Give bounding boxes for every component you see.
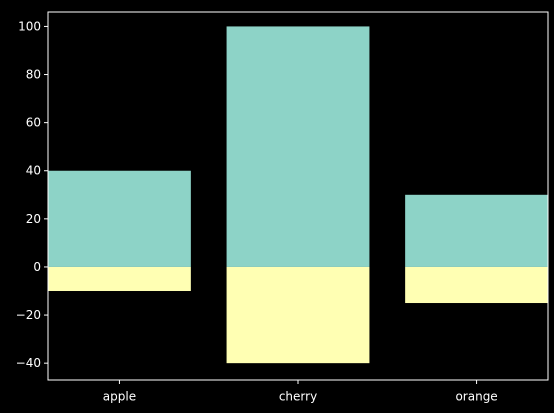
- y-tick-label: −20: [16, 308, 41, 322]
- y-tick-label: −40: [16, 356, 41, 370]
- bar-apple-series-1: [48, 170, 191, 267]
- x-tick-label-apple: apple: [103, 390, 136, 404]
- y-tick-label: 80: [26, 68, 41, 82]
- bar-orange-series-2: [405, 266, 548, 304]
- y-axis-ticks: −40 −20 0 20 40 60 80 100: [16, 19, 48, 370]
- x-tick-label-orange: orange: [455, 390, 497, 404]
- bar-cherry-series-1: [226, 26, 370, 267]
- y-tick-label: 20: [26, 212, 41, 226]
- y-tick-label: 0: [33, 260, 41, 274]
- y-tick-label: 60: [26, 116, 41, 130]
- bars-group: [48, 26, 548, 364]
- x-tick-label-cherry: cherry: [279, 390, 317, 404]
- bar-orange-series-1: [405, 194, 548, 267]
- bar-cherry-series-2: [226, 266, 370, 364]
- bar-apple-series-2: [48, 266, 191, 292]
- y-tick-label: 40: [26, 164, 41, 178]
- y-tick-label: 100: [18, 19, 41, 33]
- x-axis-ticks: apple cherry orange: [103, 380, 498, 404]
- plot-frame: [47, 11, 549, 381]
